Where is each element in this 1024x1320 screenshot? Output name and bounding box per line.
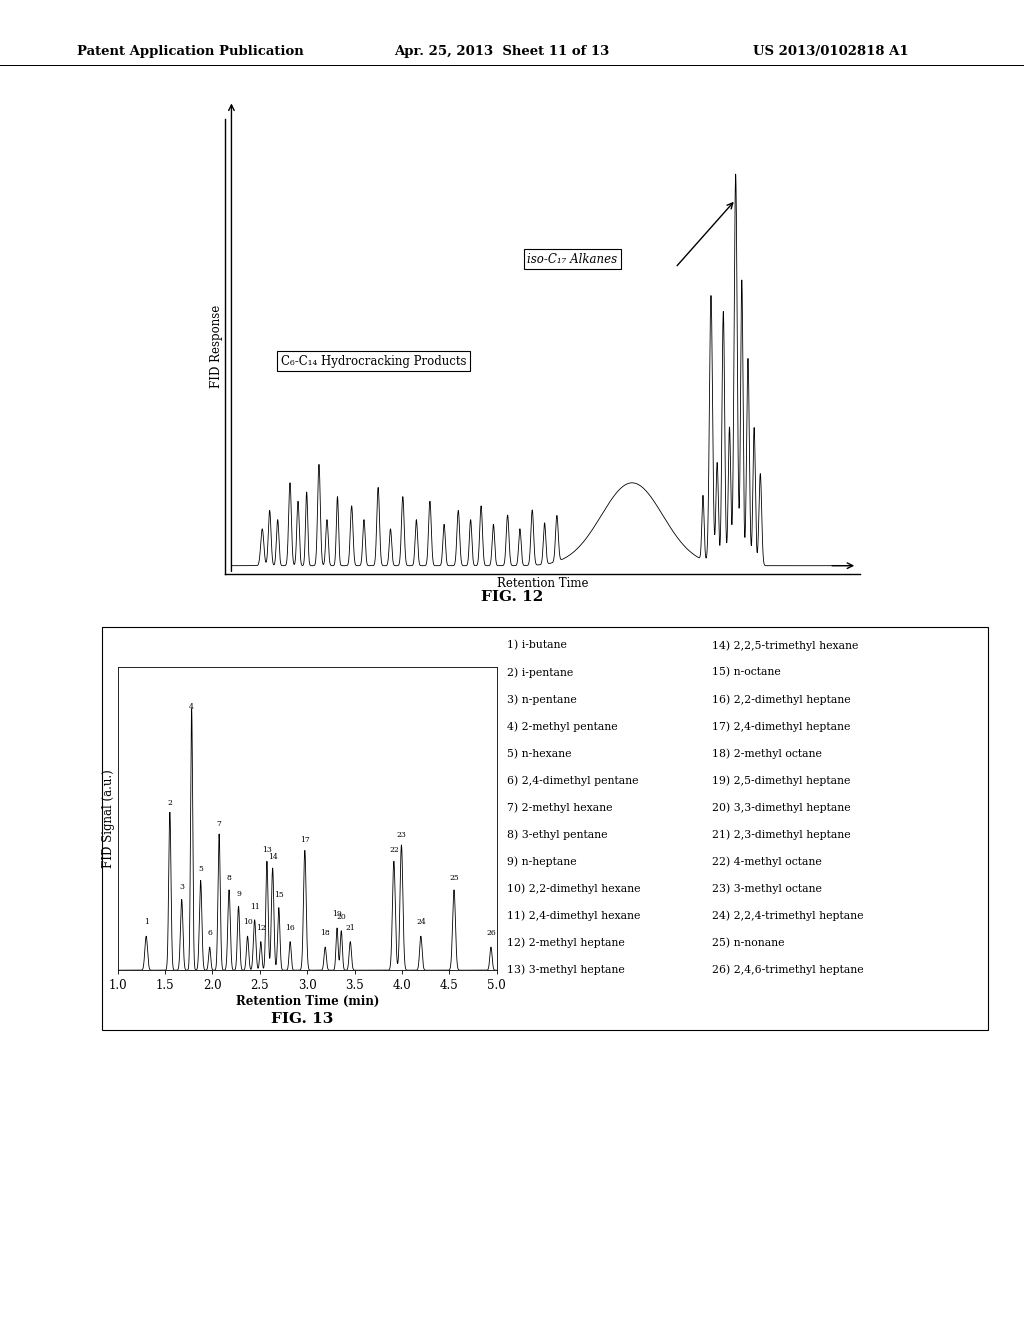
Text: 13: 13 [262, 846, 272, 854]
Text: 18) 2-methyl octane: 18) 2-methyl octane [712, 748, 821, 759]
Text: 10) 2,2-dimethyl hexane: 10) 2,2-dimethyl hexane [507, 884, 640, 895]
Text: 5: 5 [199, 865, 203, 873]
Text: 12) 2-methyl heptane: 12) 2-methyl heptane [507, 937, 625, 949]
Text: 1: 1 [143, 919, 148, 927]
Text: 13) 3-methyl heptane: 13) 3-methyl heptane [507, 965, 625, 975]
Text: 16) 2,2-dimethyl heptane: 16) 2,2-dimethyl heptane [712, 694, 850, 705]
Text: 8) 3-ethyl pentane: 8) 3-ethyl pentane [507, 830, 607, 841]
Text: 22) 4-methyl octane: 22) 4-methyl octane [712, 857, 821, 867]
Text: 23) 3-methyl octane: 23) 3-methyl octane [712, 884, 821, 895]
Text: 17) 2,4-dimethyl heptane: 17) 2,4-dimethyl heptane [712, 721, 850, 733]
Text: 17: 17 [300, 836, 309, 843]
Text: iso-C₁₇ Alkanes: iso-C₁₇ Alkanes [527, 252, 617, 265]
Text: 3: 3 [179, 883, 184, 891]
Text: 15: 15 [273, 891, 284, 899]
Text: 10: 10 [243, 919, 252, 927]
Text: 9) n-heptane: 9) n-heptane [507, 857, 577, 867]
X-axis label: Retention Time: Retention Time [497, 577, 589, 590]
Text: 4) 2-methyl pentane: 4) 2-methyl pentane [507, 721, 617, 733]
Y-axis label: FID Signal (a.u.): FID Signal (a.u.) [102, 770, 115, 867]
Text: FIG. 12: FIG. 12 [481, 590, 543, 603]
Text: 9: 9 [237, 890, 241, 898]
Text: 6: 6 [207, 929, 212, 937]
Text: 5) n-hexane: 5) n-hexane [507, 748, 571, 759]
Text: 25: 25 [450, 874, 459, 882]
Text: 6) 2,4-dimethyl pentane: 6) 2,4-dimethyl pentane [507, 776, 638, 787]
Text: 24) 2,2,4-trimethyl heptane: 24) 2,2,4-trimethyl heptane [712, 911, 863, 921]
Text: 16: 16 [286, 924, 295, 932]
Text: 21: 21 [345, 924, 355, 932]
Text: 7) 2-methyl hexane: 7) 2-methyl hexane [507, 803, 612, 813]
Text: 7: 7 [217, 820, 221, 828]
Text: Apr. 25, 2013  Sheet 11 of 13: Apr. 25, 2013 Sheet 11 of 13 [394, 45, 609, 58]
Text: C₆-C₁₄ Hydrocracking Products: C₆-C₁₄ Hydrocracking Products [281, 355, 466, 368]
X-axis label: Retention Time (min): Retention Time (min) [236, 995, 379, 1008]
Text: 26: 26 [486, 929, 496, 937]
Text: 18: 18 [321, 929, 330, 937]
Text: 24: 24 [416, 919, 426, 927]
Text: 14) 2,2,5-trimethyl hexane: 14) 2,2,5-trimethyl hexane [712, 640, 858, 651]
Text: Patent Application Publication: Patent Application Publication [77, 45, 303, 58]
Text: 21) 2,3-dimethyl heptane: 21) 2,3-dimethyl heptane [712, 830, 850, 841]
Text: 8: 8 [226, 874, 231, 882]
Text: 12: 12 [256, 924, 265, 932]
Text: 23: 23 [396, 830, 407, 838]
Text: 3) n-pentane: 3) n-pentane [507, 694, 577, 705]
Text: 20) 3,3-dimethyl heptane: 20) 3,3-dimethyl heptane [712, 803, 850, 813]
Text: US 2013/0102818 A1: US 2013/0102818 A1 [753, 45, 908, 58]
Text: 14: 14 [267, 853, 278, 861]
Text: FIG. 13: FIG. 13 [271, 1012, 333, 1026]
Text: 15) n-octane: 15) n-octane [712, 668, 780, 677]
Text: 4: 4 [189, 702, 195, 710]
Text: 25) n-nonane: 25) n-nonane [712, 937, 784, 948]
Text: 1) i-butane: 1) i-butane [507, 640, 566, 651]
Text: 20: 20 [337, 913, 346, 921]
Text: 2: 2 [167, 800, 172, 808]
Text: 19: 19 [332, 911, 342, 919]
Text: 19) 2,5-dimethyl heptane: 19) 2,5-dimethyl heptane [712, 776, 850, 787]
Text: 22: 22 [389, 846, 398, 854]
Text: 2) i-pentane: 2) i-pentane [507, 668, 573, 678]
Y-axis label: FID Response: FID Response [210, 305, 222, 388]
Text: 11: 11 [250, 903, 259, 911]
Text: 26) 2,4,6-trimethyl heptane: 26) 2,4,6-trimethyl heptane [712, 965, 863, 975]
Text: 11) 2,4-dimethyl hexane: 11) 2,4-dimethyl hexane [507, 911, 640, 921]
